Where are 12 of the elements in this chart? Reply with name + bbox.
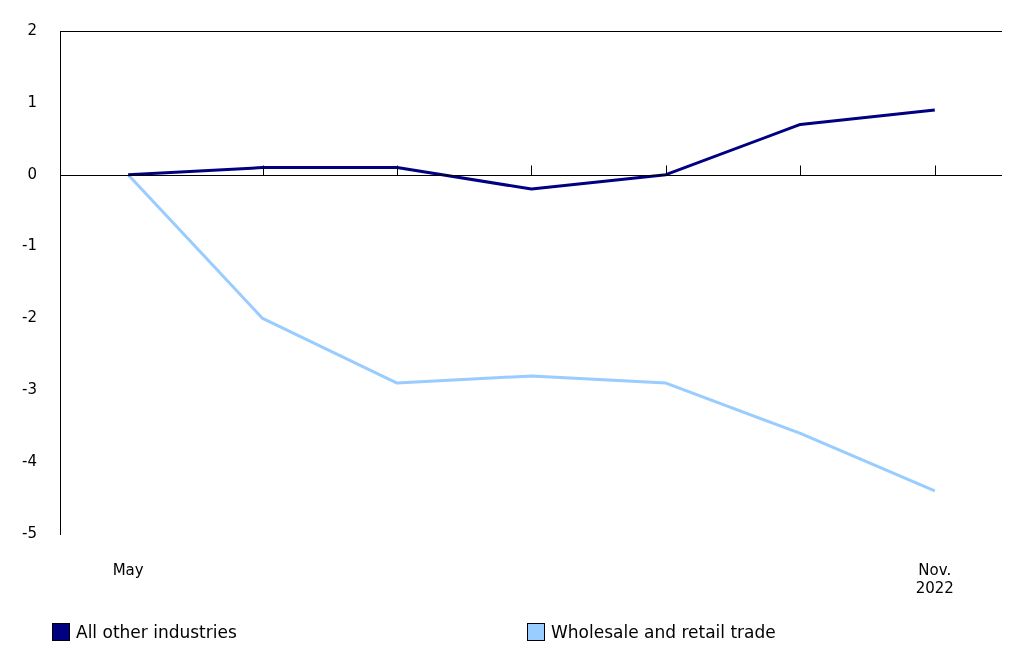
y-tick-label: -4 bbox=[21, 452, 37, 471]
y-tick-label: -3 bbox=[21, 380, 37, 399]
y-tick-label: -1 bbox=[21, 236, 37, 255]
x-tick-label: May bbox=[112, 560, 144, 579]
y-tick-label: -2 bbox=[21, 308, 37, 327]
y-tick-label: 0 bbox=[27, 164, 37, 183]
y-tick-label: 1 bbox=[27, 92, 37, 111]
y-tick-label: -5 bbox=[21, 523, 37, 542]
legend-label: All other industries bbox=[76, 622, 237, 642]
legend-label: Wholesale and retail trade bbox=[551, 622, 776, 642]
x-tick-label: Nov. 2022 bbox=[915, 560, 954, 597]
y-tick-label: 2 bbox=[27, 20, 37, 39]
